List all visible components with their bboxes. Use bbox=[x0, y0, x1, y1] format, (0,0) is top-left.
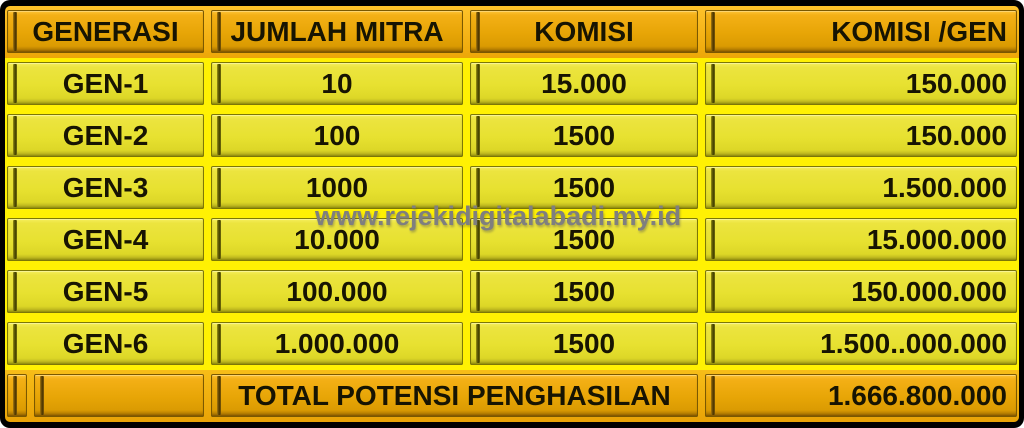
header-komisi: KOMISI bbox=[470, 10, 698, 53]
header-jumlah-mitra: JUMLAH MITRA bbox=[211, 10, 463, 53]
header-generasi: GENERASI bbox=[7, 10, 204, 53]
komisi-gen-cell: 150.000.000 bbox=[705, 270, 1017, 313]
gen-cell: GEN-1 bbox=[7, 62, 204, 105]
komisi-gen-cell: 150.000 bbox=[705, 62, 1017, 105]
gen-cell: GEN-4 bbox=[7, 218, 204, 261]
gen-cell: GEN-6 bbox=[7, 322, 204, 365]
gen-cell: GEN-2 bbox=[7, 114, 204, 157]
komisi-cell: 1500 bbox=[470, 270, 698, 313]
komisi-cell: 1500 bbox=[470, 322, 698, 365]
table-row-gen-5: GEN-5 100.000 1500 150.000.000 bbox=[5, 266, 1019, 318]
komisi-cell: 1500 bbox=[470, 166, 698, 209]
table-row-gen-6: GEN-6 1.000.000 1500 1.500..000.000 bbox=[5, 318, 1019, 370]
gen-cell: GEN-3 bbox=[7, 166, 204, 209]
komisi-gen-cell: 150.000 bbox=[705, 114, 1017, 157]
mitra-cell: 10 bbox=[211, 62, 463, 105]
komisi-cell: 1500 bbox=[470, 114, 698, 157]
table-row-gen-3: GEN-3 1000 1500 1.500.000 bbox=[5, 162, 1019, 214]
gen-cell: GEN-5 bbox=[7, 270, 204, 313]
mitra-cell: 100.000 bbox=[211, 270, 463, 313]
table-body: GENERASI JUMLAH MITRA KOMISI KOMISI /GEN… bbox=[5, 6, 1019, 422]
komisi-gen-cell: 1.500.000 bbox=[705, 166, 1017, 209]
mitra-cell: 1.000.000 bbox=[211, 322, 463, 365]
komisi-gen-cell: 1.500..000.000 bbox=[705, 322, 1017, 365]
mitra-cell: 100 bbox=[211, 114, 463, 157]
mitra-cell: 1000 bbox=[211, 166, 463, 209]
total-stub-cell bbox=[7, 374, 27, 417]
total-empty-cell bbox=[34, 374, 204, 417]
komisi-cell: 1500 bbox=[470, 218, 698, 261]
header-komisi-gen: KOMISI /GEN bbox=[705, 10, 1017, 53]
table-row-gen-1: GEN-1 10 15.000 150.000 bbox=[5, 58, 1019, 110]
komisi-cell: 15.000 bbox=[470, 62, 698, 105]
total-row: TOTAL POTENSI PENGHASILAN 1.666.800.000 bbox=[5, 370, 1019, 422]
table-row-gen-4: GEN-4 10.000 1500 15.000.000 bbox=[5, 214, 1019, 266]
header-row: GENERASI JUMLAH MITRA KOMISI KOMISI /GEN bbox=[5, 6, 1019, 58]
table-row-gen-2: GEN-2 100 1500 150.000 bbox=[5, 110, 1019, 162]
mitra-cell: 10.000 bbox=[211, 218, 463, 261]
komisi-gen-cell: 15.000.000 bbox=[705, 218, 1017, 261]
total-label-cell: TOTAL POTENSI PENGHASILAN bbox=[211, 374, 698, 417]
total-value-cell: 1.666.800.000 bbox=[705, 374, 1017, 417]
